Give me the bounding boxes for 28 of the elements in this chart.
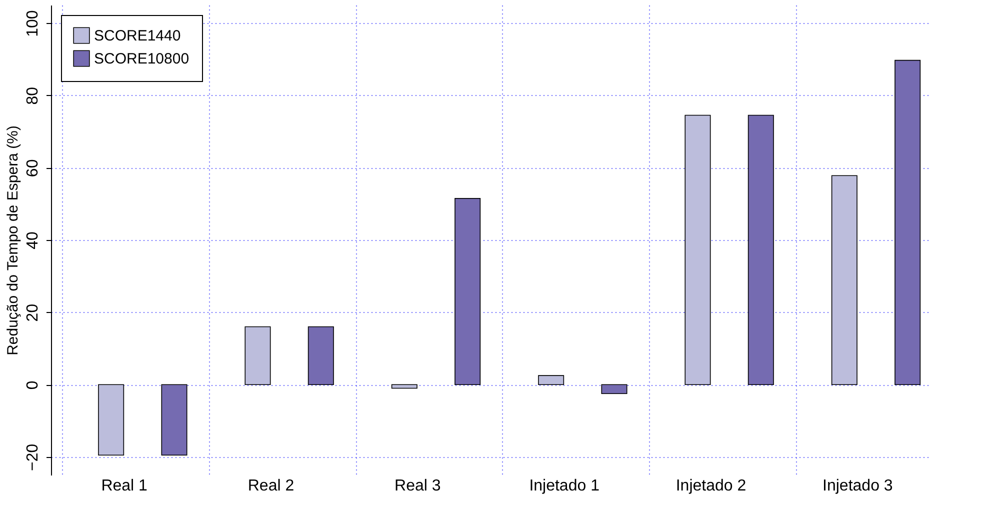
bar <box>601 384 628 394</box>
bar <box>538 375 564 386</box>
y-tick-label: 40 <box>24 232 42 250</box>
x-tick-label: Injetado 1 <box>529 478 600 494</box>
y-tick-label: −20 <box>24 444 42 471</box>
legend-label: SCORE1440 <box>94 28 181 44</box>
x-tick-label: Real 1 <box>101 478 148 494</box>
bar <box>454 198 481 386</box>
bar <box>244 326 271 386</box>
bar <box>748 114 774 386</box>
x-tick-label: Injetado 3 <box>822 478 893 494</box>
bar <box>161 384 188 456</box>
bar <box>831 175 858 386</box>
x-tick-label: Injetado 2 <box>676 478 746 494</box>
bar <box>308 326 334 386</box>
y-tick-label: 20 <box>24 304 42 322</box>
x-tick-label: Real 2 <box>248 478 294 494</box>
bar <box>684 114 711 386</box>
bar <box>894 60 921 386</box>
y-tick-label: 100 <box>24 10 42 37</box>
legend-label: SCORE10800 <box>94 50 190 68</box>
y-tick-label: 80 <box>24 86 42 105</box>
y-tick-label: 0 <box>24 380 42 390</box>
y-tick-label: 60 <box>24 159 42 178</box>
y-axis-title: Redução do Tempo de Espera (%) <box>4 126 22 356</box>
bar <box>98 384 124 456</box>
bar <box>391 384 418 389</box>
x-tick-label: Real 3 <box>394 478 441 494</box>
